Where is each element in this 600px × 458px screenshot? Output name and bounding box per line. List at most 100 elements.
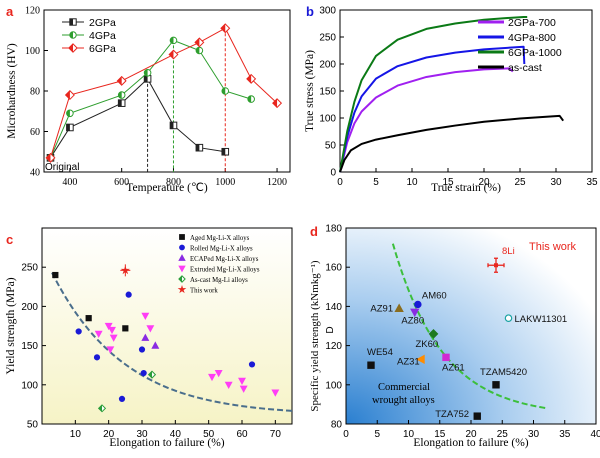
legend-marker <box>178 275 186 283</box>
legend-marker <box>68 43 78 53</box>
plot-background <box>346 228 596 424</box>
legend-label: As-cast Mg-Li alloys <box>190 277 248 284</box>
legend-label: 4GPa <box>89 30 116 42</box>
y-axis-label: Specific yield strength (kNmkg⁻¹) <box>309 260 321 411</box>
x-tick-label: 15 <box>434 429 446 440</box>
data-point <box>147 370 157 379</box>
x-tick-label: 10 <box>406 177 418 188</box>
x-tick-label: 35 <box>586 177 598 188</box>
y-tick-label: 0 <box>330 168 336 179</box>
legend-label: 6GPa <box>89 43 116 55</box>
curve-6GPa-1000 <box>339 16 528 173</box>
legend-label: 2GPa <box>89 17 116 29</box>
data-point <box>140 369 147 377</box>
trend-line <box>391 243 547 410</box>
y-tick-label: 40 <box>30 168 40 179</box>
data-point <box>116 75 127 86</box>
legend-label: ECAPed Mg-Li-X alloys <box>190 256 259 263</box>
data-point <box>238 377 246 386</box>
data-point <box>143 68 152 77</box>
point-label: TZAM5420 <box>480 367 527 378</box>
x-tick-label: 600 <box>114 177 129 188</box>
data-point <box>138 346 146 353</box>
x-tick-label: 70 <box>270 429 282 440</box>
data-point <box>45 152 56 163</box>
annotation-this-work: This work <box>529 241 577 253</box>
x-tick-label: 30 <box>550 177 562 188</box>
data-point <box>239 385 248 393</box>
panel-label-a: a <box>6 4 14 19</box>
x-tick-label: 50 <box>203 429 215 440</box>
x-tick-label: 30 <box>136 429 148 440</box>
x-tick-label: 10 <box>403 429 415 440</box>
chart-c: 10 20 30 40 50 60 70 50 100 150 200 250 Elongation t… <box>5 227 293 449</box>
data-point <box>75 328 82 335</box>
data-point <box>247 95 255 103</box>
data-point <box>125 291 132 298</box>
data-point <box>146 325 155 333</box>
data-point <box>492 381 500 389</box>
point-label: AZ61 <box>442 362 465 373</box>
y-tick-label: 100 <box>21 380 38 391</box>
chart-d: 0 5 10 15 20 25 30 35 40 80 100 120 140 160 180 Elongat… <box>309 224 600 450</box>
data-point <box>220 23 231 34</box>
point-label: AM60 <box>422 290 447 301</box>
point-label: AZ31 <box>397 356 420 367</box>
data-point <box>64 90 75 101</box>
data-point <box>208 373 216 382</box>
data-point <box>168 49 179 60</box>
data-point <box>416 354 425 365</box>
data-point <box>246 73 257 84</box>
x-tick-label: 0 <box>337 177 343 188</box>
legend-label: Extruded Mg-Li-X alloys <box>190 267 260 274</box>
data-point <box>169 36 178 45</box>
x-tick-label: 1000 <box>215 177 235 188</box>
x-tick-label: 25 <box>497 429 509 440</box>
legend-marker <box>179 234 185 240</box>
y-tick-label: 180 <box>325 224 342 235</box>
x-axis-label: Elongation to failure (%) <box>109 437 224 449</box>
y-tick-label: 100 <box>319 114 336 125</box>
data-point <box>414 300 422 309</box>
data-point <box>221 87 230 95</box>
y-tick-label: 120 <box>325 341 342 352</box>
plot-background <box>42 228 292 424</box>
curve-4GPa-800 <box>339 45 526 173</box>
legend-label: 2GPa-700 <box>508 17 556 29</box>
data-point <box>106 346 115 354</box>
data-point <box>410 308 420 318</box>
legend-label: Aged Mg-Li-X alloys <box>190 235 250 242</box>
y-tick-label: 120 <box>25 6 40 17</box>
y-tick-label: 100 <box>25 46 40 57</box>
y-tick-label: 200 <box>319 60 336 71</box>
data-point <box>473 412 481 420</box>
legend-label: as-cast <box>508 62 542 74</box>
y-tick-label: 80 <box>331 420 343 431</box>
data-point <box>224 381 233 389</box>
y-tick-label: 250 <box>21 263 38 274</box>
y-tick-label: 60 <box>30 127 40 138</box>
point-label: ZK60 <box>416 339 439 350</box>
data-point <box>494 263 498 268</box>
curve-as-cast <box>339 114 565 173</box>
point-label: WE54 <box>367 347 393 358</box>
plot-frame <box>41 227 293 425</box>
x-tick-label: 30 <box>528 429 540 440</box>
y-tick-label: 160 <box>325 263 342 274</box>
x-tick-label: 20 <box>478 177 490 188</box>
y-tick-label: 50 <box>27 420 39 431</box>
point-label: AZ91 <box>370 303 393 314</box>
data-point <box>117 99 126 107</box>
y-axis-label: Microhardness (HV) <box>6 43 18 139</box>
data-point <box>66 109 74 118</box>
data-point <box>169 121 178 130</box>
y-tick-label: 100 <box>325 380 342 391</box>
point-label: AZ80 <box>401 315 424 326</box>
data-point <box>214 369 223 378</box>
x-tick-label: 15 <box>442 177 454 188</box>
data-point <box>442 353 450 362</box>
x-tick-label: 10 <box>70 429 82 440</box>
x-tick-label: 1200 <box>267 177 287 188</box>
data-point <box>221 147 230 156</box>
data-point <box>428 328 439 339</box>
